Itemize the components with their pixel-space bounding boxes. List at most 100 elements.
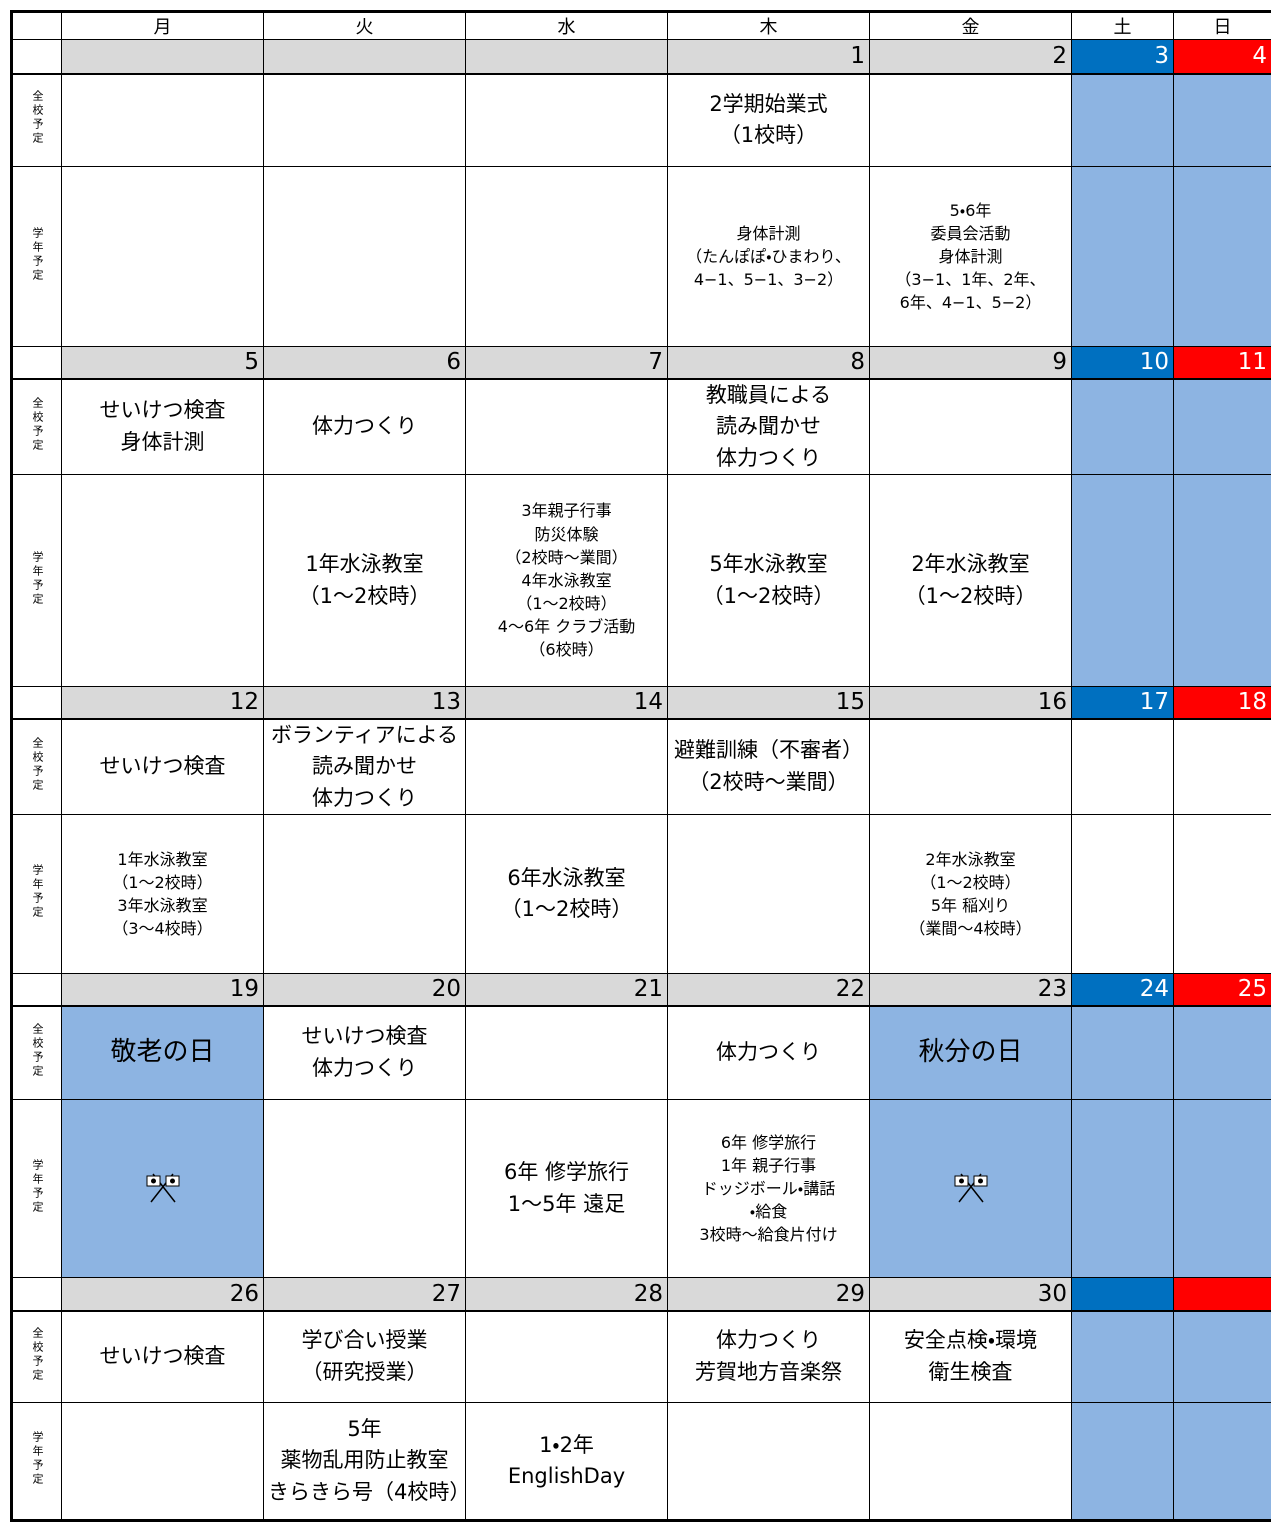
event-text: 2年水泳教室 （1〜2校時） xyxy=(874,549,1067,612)
date-cell xyxy=(62,40,264,74)
school-cell: 体力つくり xyxy=(264,379,466,475)
grade-cell xyxy=(1072,475,1174,687)
event-text: 5・6年 委員会活動 身体計測 （3−1、1年、2年、 6年、4−1、5−2） xyxy=(874,199,1067,315)
date-number: 11 xyxy=(1238,349,1267,375)
event-text: 5年 薬物乱用防止教室 きらきら号（4校時） xyxy=(268,1414,461,1509)
date-number: 2 xyxy=(1052,43,1067,69)
school-cell xyxy=(1072,1006,1174,1100)
date-cell: 30 xyxy=(870,1278,1072,1311)
date-cell: 22 xyxy=(668,974,870,1006)
row-label: 全校予定 xyxy=(12,379,62,475)
weekday-header: 金 xyxy=(870,12,1072,40)
date-number: 17 xyxy=(1140,689,1169,715)
weekday-header: 木 xyxy=(668,12,870,40)
event-text: 敬老の日 xyxy=(66,1033,259,1072)
event-text: 体力つくり xyxy=(268,411,461,443)
date-cell: 17 xyxy=(1072,687,1174,719)
event-text: せいけつ検査 xyxy=(66,751,259,783)
weekday-header: 月 xyxy=(62,12,264,40)
date-cell: 10 xyxy=(1072,347,1174,379)
school-cell: 体力つくり xyxy=(668,1006,870,1100)
grade-cell xyxy=(264,815,466,974)
row-label-text: 学年予定 xyxy=(29,1431,45,1487)
date-number: 24 xyxy=(1140,976,1169,1002)
school-cell xyxy=(264,74,466,167)
grade-cell xyxy=(1072,1100,1174,1278)
date-number: 9 xyxy=(1052,349,1067,375)
date-number: 16 xyxy=(1038,689,1067,715)
date-cell: 20 xyxy=(264,974,466,1006)
date-number: 12 xyxy=(230,689,259,715)
event-text: 6年 修学旅行 1〜5年 遠足 xyxy=(470,1157,663,1220)
date-cell xyxy=(1174,1278,1271,1311)
date-number: 14 xyxy=(634,689,663,715)
event-text: ボランティアによる 読み聞かせ 体力つくり xyxy=(268,720,461,815)
flag-icon xyxy=(143,1170,183,1204)
date-cell: 23 xyxy=(870,974,1072,1006)
school-cell xyxy=(1174,379,1271,475)
date-cell: 26 xyxy=(62,1278,264,1311)
row-label: 全校予定 xyxy=(12,1006,62,1100)
grade-cell xyxy=(62,1403,264,1521)
event-text: 2年水泳教室 （1〜2校時） 5年 稲刈り （業間〜4校時） xyxy=(874,848,1067,941)
weekday-label: 水 xyxy=(558,17,576,38)
school-cell xyxy=(466,74,668,167)
grade-cell: 2年水泳教室 （1〜2校時） xyxy=(870,475,1072,687)
grade-cell xyxy=(1072,1403,1174,1521)
event-text: 体力つくり 芳賀地方音楽祭 xyxy=(672,1325,865,1388)
school-cell xyxy=(466,1311,668,1403)
date-blank xyxy=(12,347,62,379)
school-cell xyxy=(1174,74,1271,167)
date-cell xyxy=(264,40,466,74)
school-cell xyxy=(1174,719,1271,815)
school-cell: 秋分の日 xyxy=(870,1006,1072,1100)
school-cell xyxy=(1072,379,1174,475)
date-cell: 1 xyxy=(668,40,870,74)
school-cell: 体力つくり 芳賀地方音楽祭 xyxy=(668,1311,870,1403)
school-cell: 教職員による 読み聞かせ 体力つくり xyxy=(668,379,870,475)
grade-cell: 5年 薬物乱用防止教室 きらきら号（4校時） xyxy=(264,1403,466,1521)
school-cell: 避難訓練（不審者） （2校時〜業間） xyxy=(668,719,870,815)
grade-cell xyxy=(870,1403,1072,1521)
grade-cell xyxy=(264,1100,466,1278)
grade-cell xyxy=(668,1403,870,1521)
date-number: 6 xyxy=(446,349,461,375)
school-cell: 敬老の日 xyxy=(62,1006,264,1100)
school-cell: 学び合い授業 （研究授業） xyxy=(264,1311,466,1403)
event-text: 学び合い授業 （研究授業） xyxy=(268,1325,461,1388)
date-cell xyxy=(1072,1278,1174,1311)
weekday-label: 火 xyxy=(356,17,374,38)
date-number: 13 xyxy=(432,689,461,715)
event-text: 身体計測 （たんぽぽ・ひまわり、 4−1、5−1、3−2） xyxy=(672,222,865,292)
date-number: 4 xyxy=(1252,43,1267,69)
grade-cell: 2年水泳教室 （1〜2校時） 5年 稲刈り （業間〜4校時） xyxy=(870,815,1072,974)
weekday-label: 土 xyxy=(1114,17,1132,38)
row-label: 学年予定 xyxy=(12,1100,62,1278)
grade-row: 学年予定 5年 薬物乱用防止教室 きらきら号（4校時）1・2年 EnglishDa… xyxy=(12,1403,1271,1521)
grade-cell xyxy=(62,1100,264,1278)
date-cell: 2 xyxy=(870,40,1072,74)
date-cell: 27 xyxy=(264,1278,466,1311)
row-label-text: 全校予定 xyxy=(29,737,45,793)
school-row: 全校予定せいけつ検査 身体計測体力つくり教職員による 読み聞かせ 体力つくり xyxy=(12,379,1271,475)
school-cell xyxy=(466,719,668,815)
date-cell: 3 xyxy=(1072,40,1174,74)
event-text: 1・2年 EnglishDay xyxy=(470,1430,663,1493)
row-label-text: 全校予定 xyxy=(29,90,45,146)
date-number: 8 xyxy=(850,349,865,375)
row-label: 学年予定 xyxy=(12,167,62,347)
school-cell xyxy=(870,379,1072,475)
corner xyxy=(12,12,62,40)
date-cell xyxy=(466,40,668,74)
school-cell xyxy=(466,1006,668,1100)
school-cell xyxy=(1174,1311,1271,1403)
row-label-text: 全校予定 xyxy=(29,1023,45,1079)
grade-cell xyxy=(466,167,668,347)
school-cell: せいけつ検査 xyxy=(62,1311,264,1403)
date-cell: 15 xyxy=(668,687,870,719)
school-row: 全校予定せいけつ検査学び合い授業 （研究授業）体力つくり 芳賀地方音楽祭安全点検… xyxy=(12,1311,1271,1403)
date-cell: 21 xyxy=(466,974,668,1006)
